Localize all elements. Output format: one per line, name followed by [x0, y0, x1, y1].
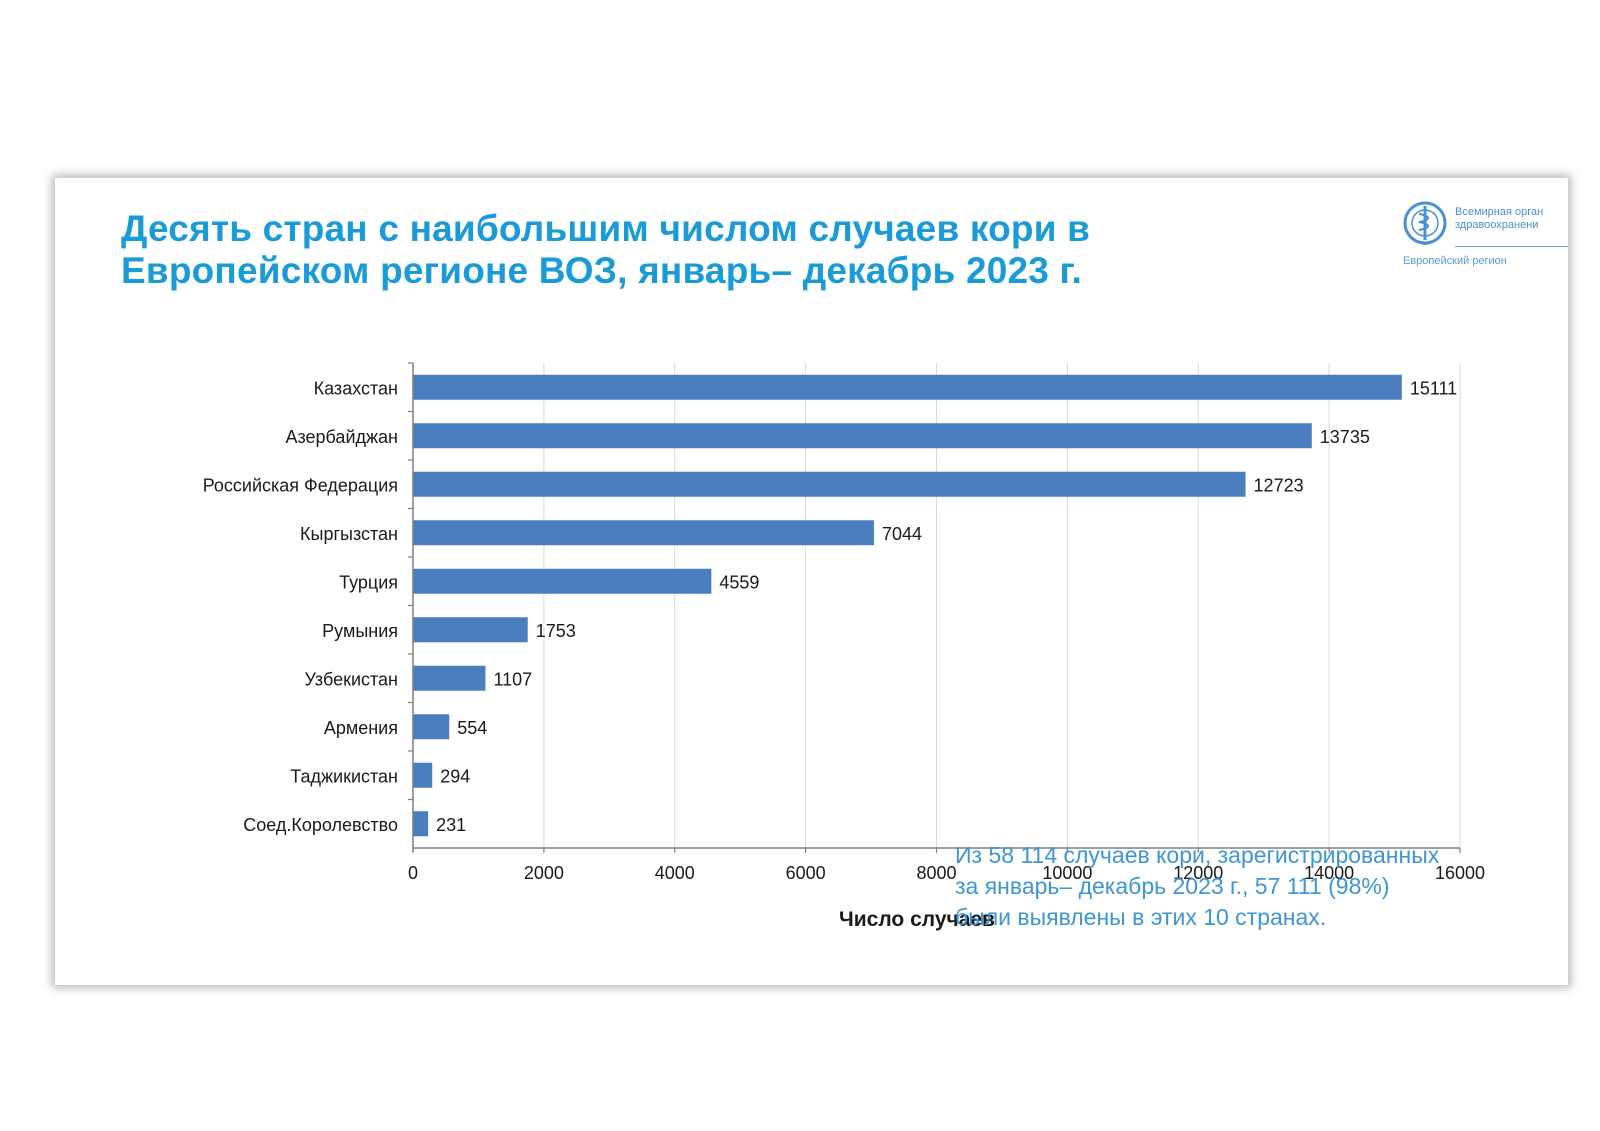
- bar-5: [413, 617, 528, 643]
- chart-labels: 0 2000 4000 6000 8000 10000 12000 14000 16000 Каз…: [203, 378, 1485, 883]
- bar-chart: 0 2000 4000 6000 8000 10000 12000 14000 16000 Каз…: [203, 362, 1485, 931]
- category-label-5: Румыния: [322, 621, 398, 641]
- bar-3: [413, 520, 874, 546]
- category-label-1: Азербайджан: [285, 427, 398, 447]
- slide: Десять стран с наибольшим числом случаев…: [55, 178, 1568, 985]
- who-logo-name-line-1: Всемирная орган: [1455, 206, 1544, 218]
- x-tick-label-5: 10000: [1042, 863, 1092, 883]
- bar-9: [413, 811, 429, 837]
- x-tick-label-1: 2000: [524, 863, 564, 883]
- who-logo: Всемирная орган здравоохранени Европейск…: [1397, 198, 1568, 278]
- who-logo-name-line-2: здравоохранени: [1455, 219, 1539, 231]
- summary-note-line-1: Из 58 114 случаев кори, зарегистрированн…: [955, 842, 1440, 868]
- value-label-4: 4559: [719, 572, 759, 592]
- category-label-3: Кыргызстан: [300, 524, 398, 544]
- value-label-1: 13735: [1320, 427, 1370, 447]
- x-tick-label-2: 4000: [655, 863, 695, 883]
- summary-note-line-2: за январь– декабрь 2023 г., 57 111 (98%): [955, 873, 1390, 899]
- slide-title-line-2: Европейском регионе ВОЗ, январь– декабрь…: [121, 250, 1082, 291]
- category-label-9: Соед.Королевство: [243, 815, 398, 835]
- chart-axes: [408, 362, 1461, 853]
- bar-1: [413, 423, 1312, 449]
- category-label-4: Турция: [339, 572, 398, 592]
- x-tick-label-7: 14000: [1304, 863, 1354, 883]
- bar-6: [413, 665, 486, 691]
- slide-title: Десять стран с наибольшим числом случаев…: [121, 208, 1090, 292]
- category-label-8: Таджикистан: [290, 766, 398, 786]
- who-logo-name: Всемирная орган здравоохранени: [1455, 206, 1543, 232]
- category-label-0: Казахстан: [314, 378, 398, 398]
- category-label-6: Узбекистан: [304, 669, 398, 689]
- bar-8: [413, 762, 433, 788]
- value-label-7: 554: [457, 718, 487, 738]
- bar-0: [413, 374, 1402, 400]
- category-label-2: Российская Федерация: [203, 475, 398, 495]
- x-tick-label-8: 16000: [1435, 863, 1485, 883]
- who-logo-divider: [1455, 246, 1568, 247]
- who-emblem-icon: [1403, 201, 1447, 246]
- summary-note: Из 58 114 случаев кори, зарегистрированн…: [955, 840, 1555, 933]
- who-logo-region: Европейский регион: [1403, 255, 1507, 267]
- chart-bars: [413, 374, 1402, 837]
- x-tick-label-0: 0: [408, 863, 418, 883]
- summary-note-line-3: были выявлены в этих 10 странах.: [955, 904, 1327, 930]
- value-label-5: 1753: [536, 621, 576, 641]
- bar-7: [413, 714, 450, 740]
- bar-2: [413, 471, 1246, 497]
- category-label-7: Армения: [324, 718, 398, 738]
- x-tick-label-6: 12000: [1173, 863, 1223, 883]
- value-label-9: 231: [436, 815, 466, 835]
- x-axis-title: Число случаев: [839, 908, 995, 931]
- x-tick-label-4: 8000: [916, 863, 956, 883]
- x-tick-label-3: 6000: [786, 863, 826, 883]
- value-label-8: 294: [440, 766, 470, 786]
- bar-4: [413, 568, 712, 594]
- value-label-6: 1107: [493, 669, 532, 689]
- slide-title-line-1: Десять стран с наибольшим числом случаев…: [121, 208, 1091, 249]
- value-label-0: 15111: [1410, 378, 1457, 398]
- value-label-3: 7044: [882, 524, 922, 544]
- value-label-2: 12723: [1254, 475, 1304, 495]
